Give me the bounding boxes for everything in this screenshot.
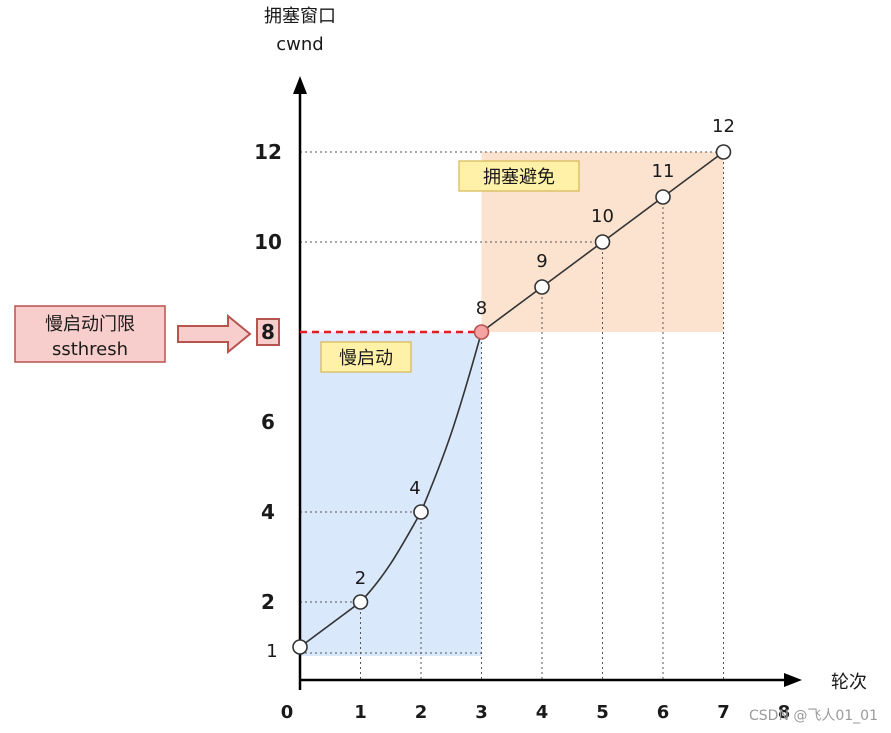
y-tick-label: 2 [261,590,275,614]
ssthresh-box-line2: ssthresh [52,339,128,360]
ssthresh-arrow [177,313,252,355]
slow-start-label-bg [320,341,412,373]
point-label: 8 [476,298,487,319]
y-tick-label: 6 [261,410,275,434]
data-point [352,594,369,610]
point-label: 1 [266,641,277,662]
congestion-avoid-label-bg [458,160,580,192]
x-tick-label: 3 [475,702,488,723]
cwnd-line [299,151,724,648]
y-axis-arrow [293,76,307,94]
x-tick-label: 1 [354,702,367,723]
data-point [715,144,732,160]
data-point [655,189,671,205]
x-tick-label: 6 [657,702,670,723]
data-point [413,504,429,520]
region-slow-start [300,332,482,656]
threshold-point [473,324,490,340]
x-tick-label: 2 [415,702,428,723]
threshold-tick-label: 8 [261,320,275,344]
x-tick-label: 5 [596,702,609,723]
y-tick-label: 12 [254,140,282,164]
slow-start-label: 慢启动 [339,348,393,369]
ssthresh-box-line1: 慢启动门限 [45,314,135,335]
point-label: 4 [409,478,420,499]
point-label: 10 [591,206,614,227]
x-axis-arrow [784,673,802,687]
y-axis-title-en: cwnd [276,34,323,55]
ssthresh-box [14,305,166,363]
x-tick-label: 4 [536,702,549,723]
y-tick-label: 10 [254,230,282,254]
data-points [292,144,732,655]
x-tick-labels: 0 1 2 3 4 5 6 7 8 [281,702,791,723]
x-axis-title: 轮次 [831,672,867,693]
y-axis-title-cn: 拥塞窗口 [264,6,336,27]
x-tick-label: 8 [778,702,791,723]
guide-lines-layer [300,151,724,680]
point-label: 12 [712,116,735,137]
threshold-tick-box [256,318,280,346]
point-label: 9 [536,251,547,272]
data-point [594,234,611,250]
x-tick-label: 0 [281,702,294,723]
axes [293,76,802,690]
congestion-avoid-label: 拥塞避免 [483,167,555,188]
y-tick-labels: 2 4 6 10 12 [254,140,282,614]
y-tick-label: 4 [261,500,275,524]
data-point [292,639,308,655]
point-label: 2 [355,568,366,589]
watermark: CSDN @飞人01_01 [749,708,878,724]
data-point [534,279,550,295]
point-label: 11 [652,161,675,182]
x-tick-label: 7 [717,702,730,723]
